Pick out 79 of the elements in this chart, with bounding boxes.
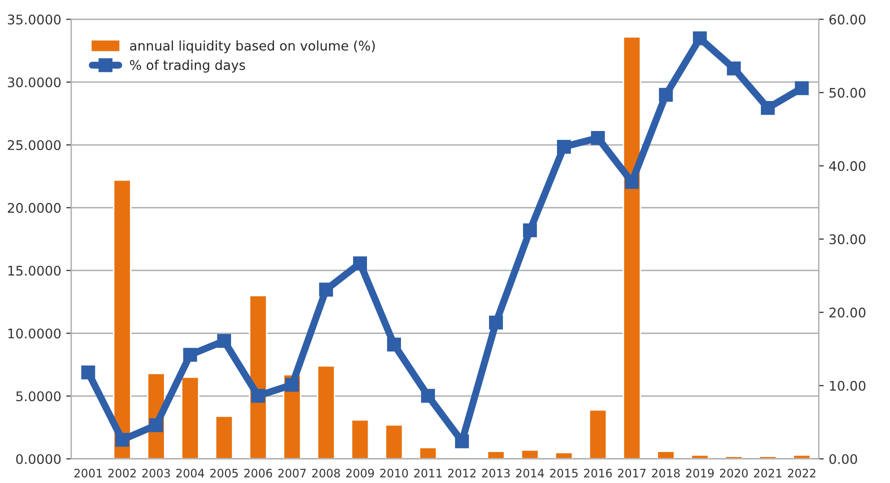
point [590, 131, 605, 145]
point [149, 418, 164, 432]
x-tick-label: 2021 [754, 468, 782, 478]
point [81, 365, 96, 380]
x-tick-label: 2004 [176, 468, 204, 478]
x-tick-label: 2015 [550, 468, 578, 478]
y2-tick-label: 60.00 [829, 14, 866, 25]
y-tick-label: 20.0000 [8, 202, 61, 213]
point [353, 256, 367, 270]
point [319, 282, 334, 297]
bar [248, 294, 268, 459]
y-tick-label: 5.0000 [16, 391, 61, 402]
bar [316, 365, 336, 459]
bar [384, 424, 404, 459]
point [217, 334, 232, 348]
x-tick-label: 2003 [142, 468, 170, 478]
y-tick-label: 30.0000 [8, 77, 61, 88]
x-tick-label: 2008 [312, 468, 340, 478]
point [183, 348, 198, 362]
x-tick-label: 2020 [720, 468, 748, 478]
x-tick-label: 2009 [346, 468, 374, 478]
point [760, 101, 775, 115]
point [556, 140, 571, 154]
x-tick-label: 2010 [380, 468, 408, 478]
y-tick-label: 10.0000 [8, 328, 61, 338]
point [794, 81, 809, 96]
point [421, 388, 435, 403]
y2-tick-label: 40.00 [829, 161, 866, 172]
y2-tick-label: 20.00 [829, 308, 866, 318]
y-tick-label: 25.0000 [8, 140, 61, 150]
bar [418, 446, 438, 459]
x-tick-label: 2012 [448, 468, 476, 478]
point [658, 88, 673, 102]
point [115, 432, 130, 447]
bar [112, 179, 132, 459]
y-tick-label: 35.0000 [8, 14, 61, 25]
legend-label: annual liquidity based on volume (%) [130, 40, 375, 54]
x-tick-label: 2019 [686, 468, 714, 478]
bar [622, 36, 642, 459]
point [523, 223, 537, 238]
y-tick-label: 0.0000 [16, 454, 61, 464]
bar [792, 454, 811, 459]
bar [486, 450, 506, 459]
x-tick-label: 2001 [74, 468, 102, 478]
bar [180, 376, 200, 459]
x-tick-label: 2002 [108, 468, 136, 478]
point [489, 316, 503, 330]
x-tick-label: 2005 [210, 468, 238, 478]
x-tick-label: 2017 [618, 468, 646, 478]
bar [554, 452, 574, 459]
bar [656, 450, 676, 459]
x-tick-label: 2011 [414, 468, 442, 478]
bar [588, 409, 608, 459]
point [285, 378, 300, 392]
bar [724, 456, 744, 459]
x-tick-label: 2013 [482, 468, 510, 478]
y2-tick-label: 0.00 [829, 454, 858, 464]
point [387, 338, 401, 352]
point [624, 175, 639, 189]
bar [214, 415, 234, 459]
y2-tick-label: 10.00 [830, 380, 866, 391]
y2-tick-label: 50.00 [830, 88, 866, 98]
point [455, 434, 469, 448]
bar [520, 449, 540, 459]
bar [690, 454, 710, 459]
point [251, 388, 266, 403]
point [692, 31, 707, 46]
bar [350, 419, 370, 459]
bar [758, 456, 778, 459]
x-tick-label: 2014 [516, 468, 544, 478]
x-tick-label: 2022 [788, 468, 816, 478]
y-tick-label: 15.0000 [8, 266, 61, 276]
x-tick-label: 2016 [584, 468, 612, 478]
x-tick-label: 2006 [244, 468, 272, 478]
x-tick-label: 2018 [652, 468, 680, 478]
point [726, 61, 741, 76]
y2-tick-label: 30.00 [830, 234, 866, 244]
legend-label: % of trading days [130, 60, 246, 73]
x-tick-label: 2007 [278, 468, 306, 478]
